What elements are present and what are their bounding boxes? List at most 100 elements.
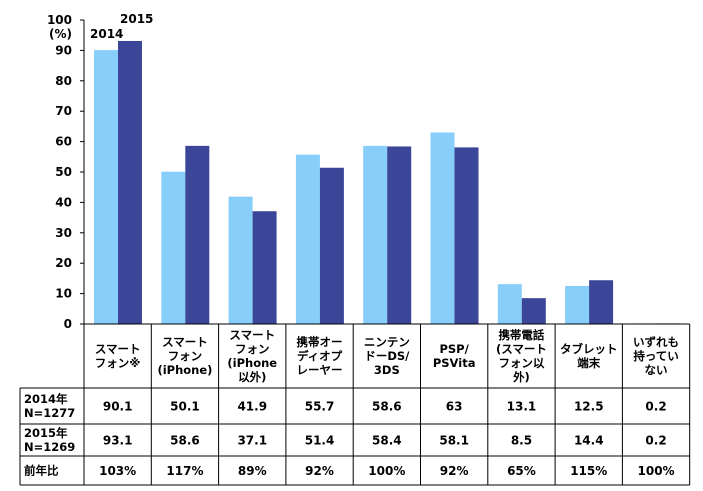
- y-axis-label: (%): [49, 27, 72, 41]
- bar-2015-0: [118, 40, 142, 324]
- row-label-1: 2015年 N=1269: [24, 426, 75, 454]
- table-cell-2-5: 92%: [440, 464, 469, 478]
- category-label-line: フォン※: [95, 356, 141, 370]
- category-label-line: (iPhone: [227, 356, 277, 370]
- y-tick-label: 20: [55, 256, 72, 270]
- category-label-line: 外): [512, 370, 530, 384]
- y-tick-label: 10: [55, 287, 72, 301]
- bar-2014-3: [295, 154, 320, 324]
- bar-2014-4: [363, 145, 388, 324]
- y-tick-label: 40: [55, 195, 72, 209]
- table-cell-1-6: 8.5: [511, 434, 532, 448]
- table-cell-1-1: 58.6: [170, 434, 200, 448]
- category-label-6: 携帯電話(スマートフォン以外): [496, 328, 547, 384]
- table-cell-1-3: 51.4: [305, 434, 335, 448]
- category-label-line: ニンテン: [364, 335, 410, 349]
- category-label-line: ディオプ: [297, 349, 343, 363]
- bar-2015-2: [252, 211, 277, 324]
- y-tick-label: 0: [64, 317, 72, 331]
- bar-2015-7: [589, 280, 614, 324]
- category-label-line: 持ってい: [633, 349, 678, 363]
- category-label-3: 携帯オーディオプレーヤー: [297, 335, 343, 377]
- table-cell-2-6: 65%: [507, 464, 536, 478]
- table-cell-0-0: 90.1: [103, 400, 133, 414]
- category-label-0: スマートフォン※: [95, 342, 141, 370]
- category-label-8: いずれも持っていない: [633, 335, 679, 377]
- table-cell-2-2: 89%: [238, 464, 267, 478]
- category-label-line: フォン: [235, 342, 270, 356]
- table-cell-1-0: 93.1: [103, 434, 133, 448]
- table-cell-2-1: 117%: [166, 464, 203, 478]
- table-cell-2-8: 100%: [638, 464, 675, 478]
- category-label-line: PSP/: [439, 342, 469, 356]
- bar-2015-4: [387, 146, 412, 324]
- table-cell-1-5: 58.1: [439, 434, 469, 448]
- y-tick-label: 90: [55, 43, 72, 57]
- series-label-2014: 2014: [90, 27, 123, 41]
- row-label-line: 2015年: [24, 426, 68, 440]
- row-label-line: N=1269: [24, 440, 75, 454]
- table-cell-2-3: 92%: [305, 464, 334, 478]
- y-tick-label: 60: [55, 135, 72, 149]
- table-cell-0-5: 63: [446, 400, 463, 414]
- category-label-line: スマート: [162, 335, 208, 349]
- table-cell-0-1: 50.1: [170, 400, 200, 414]
- table-cell-2-4: 100%: [368, 464, 405, 478]
- row-label-line: N=1277: [24, 406, 75, 420]
- table-cell-1-7: 14.4: [574, 434, 604, 448]
- category-label-line: フォン: [168, 349, 203, 363]
- category-label-line: タブレット: [560, 342, 618, 356]
- category-label-line: (スマート: [496, 342, 547, 356]
- row-label-line: 前年比: [24, 464, 59, 478]
- category-label-line: いずれも: [633, 335, 679, 349]
- y-tick-label: 100: [47, 13, 72, 27]
- row-label-0: 2014年 N=1277: [24, 392, 75, 420]
- category-label-line: 携帯オー: [297, 335, 343, 349]
- category-label-7: タブレット端末: [560, 342, 618, 370]
- table-cell-1-4: 58.4: [372, 434, 402, 448]
- y-tick-label: 50: [55, 165, 72, 179]
- category-label-line: 以外): [238, 370, 266, 384]
- table-cell-2-0: 103%: [99, 464, 136, 478]
- table-cell-0-6: 13.1: [507, 400, 537, 414]
- y-tick-label: 70: [55, 104, 72, 118]
- category-label-line: レーヤー: [297, 363, 343, 377]
- table-cell-0-4: 58.6: [372, 400, 402, 414]
- table-cell-2-7: 115%: [570, 464, 607, 478]
- row-label-line: 2014年: [24, 392, 68, 406]
- table-cell-1-2: 37.1: [237, 434, 267, 448]
- bar-2014-2: [228, 196, 253, 324]
- bar-2014-5: [430, 132, 455, 324]
- category-label-line: ドーDS/: [364, 349, 410, 363]
- bar-2014-0: [94, 50, 118, 324]
- bar-2015-1: [185, 145, 210, 324]
- category-label-line: 携帯電話: [498, 328, 544, 342]
- bar-2014-6: [497, 284, 522, 324]
- bar-2014-7: [565, 286, 590, 324]
- category-label-4: ニンテンドーDS/3DS: [364, 335, 410, 377]
- category-label-5: PSP/PSVita: [433, 342, 476, 370]
- bar-2014-1: [161, 171, 186, 324]
- bar-2015-5: [454, 147, 479, 324]
- table-cell-0-3: 55.7: [305, 400, 335, 414]
- category-label-line: スマート: [229, 328, 275, 342]
- y-tick-label: 30: [55, 226, 72, 240]
- row-label-2: 前年比: [24, 464, 59, 478]
- y-tick-label: 80: [55, 74, 72, 88]
- table-cell-0-8: 0.2: [645, 400, 666, 414]
- category-label-line: スマート: [95, 342, 141, 356]
- table-cell-1-8: 0.2: [645, 434, 666, 448]
- table-cell-0-2: 41.9: [237, 400, 267, 414]
- category-label-2: スマートフォン(iPhone 以外): [227, 328, 277, 384]
- category-label-line: 端末: [577, 356, 600, 370]
- category-label-line: (iPhone): [157, 363, 212, 377]
- category-label-1: スマートフォン(iPhone): [157, 335, 212, 377]
- bar-2015-6: [521, 298, 546, 324]
- category-label-line: フォン以: [498, 356, 544, 370]
- table-cell-0-7: 12.5: [574, 400, 604, 414]
- category-label-line: 3DS: [374, 363, 400, 377]
- series-label-2015: 2015: [120, 12, 153, 26]
- bar-2015-3: [319, 167, 344, 324]
- category-label-line: ない: [645, 363, 668, 377]
